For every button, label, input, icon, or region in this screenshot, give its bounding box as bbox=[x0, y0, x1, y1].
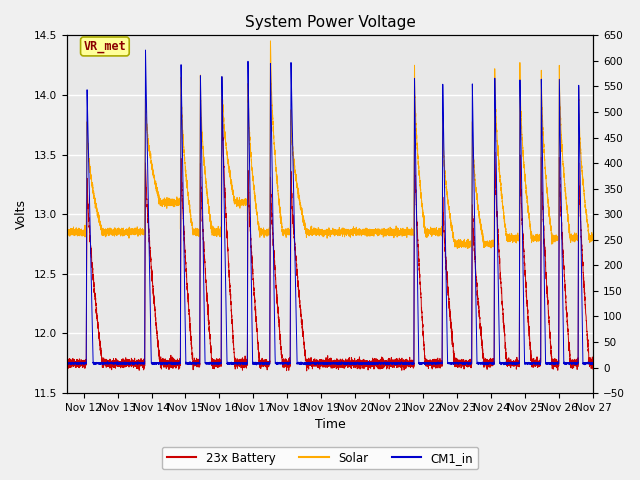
X-axis label: Time: Time bbox=[315, 419, 346, 432]
Y-axis label: Volts: Volts bbox=[15, 199, 28, 229]
Title: System Power Voltage: System Power Voltage bbox=[244, 15, 415, 30]
Legend: 23x Battery, Solar, CM1_in: 23x Battery, Solar, CM1_in bbox=[162, 447, 478, 469]
Text: VR_met: VR_met bbox=[84, 40, 126, 53]
